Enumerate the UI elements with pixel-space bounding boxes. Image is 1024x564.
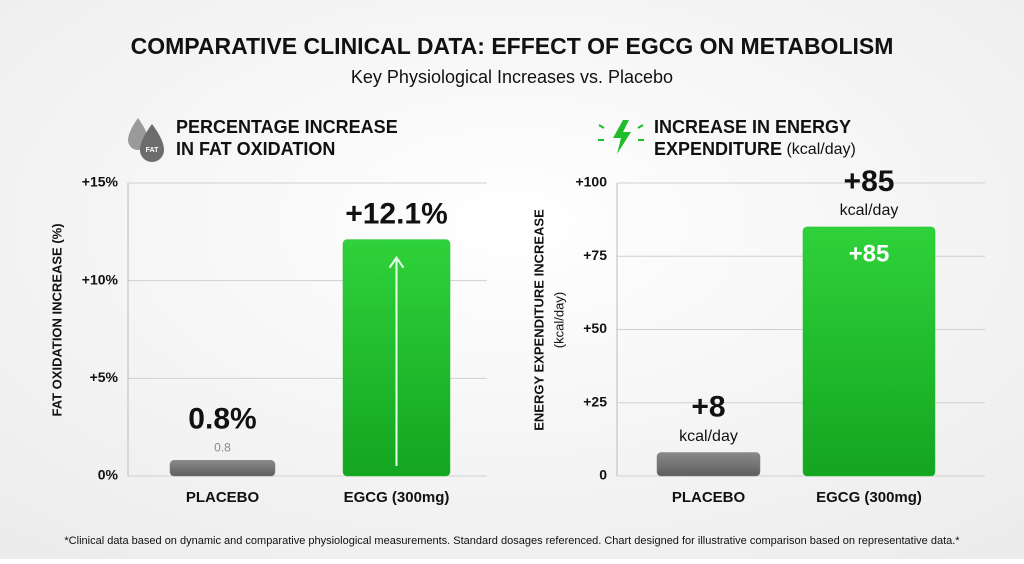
icon-label: FAT: [146, 147, 159, 154]
y-tick-label: +5%: [90, 369, 119, 385]
value-unit: kcal/day: [679, 428, 738, 445]
arrow-head: [388, 255, 405, 269]
y-axis-label: ENERGY EXPENDITURE INCREASE: [531, 209, 546, 431]
inner-value-label: 0.8: [214, 441, 231, 455]
y-tick-label: 0: [599, 467, 607, 483]
y-axis-label: FAT OXIDATION INCREASE (%): [49, 223, 64, 416]
y-tick-label: +50: [583, 320, 607, 336]
x-tick-label: PLACEBO: [672, 489, 746, 506]
y-tick-label: +75: [583, 247, 607, 263]
chart-title-line: PERCENTAGE INCREASE: [176, 117, 398, 137]
chart-title-line: IN FAT OXIDATION: [176, 139, 335, 159]
y-tick-label: 0%: [98, 467, 119, 483]
chart-title-unit: (kcal/day): [782, 141, 856, 158]
chart-title: PERCENTAGE INCREASE IN FAT OXIDATION: [176, 117, 398, 159]
bar: [656, 452, 761, 477]
y-tick-label: +10%: [82, 271, 119, 287]
value-unit: kcal/day: [840, 202, 899, 219]
x-tick-label: PLACEBO: [186, 489, 260, 506]
y-tick-label: +25: [583, 393, 607, 409]
x-tick-label: EGCG (300mg): [344, 489, 450, 506]
chart-title: INCREASE IN ENERGY EXPENDITURE (kcal/day): [654, 117, 856, 159]
value-label: +12.1%: [345, 198, 448, 231]
y-tick-label: +15%: [82, 174, 119, 190]
subtitle: Key Physiological Increases vs. Placebo: [351, 67, 673, 87]
fat-icon: FAT: [128, 118, 164, 162]
bar: [802, 226, 936, 477]
x-tick-label: EGCG (300mg): [816, 489, 922, 506]
bar: [169, 460, 276, 477]
footnote: *Clinical data based on dynamic and comp…: [64, 535, 960, 547]
y-tick-label: +100: [575, 174, 607, 190]
chart-title-line: INCREASE IN ENERGY: [654, 117, 851, 137]
energy-icon: [598, 120, 644, 154]
value-label: +8: [691, 390, 725, 423]
value-label: +85: [844, 165, 895, 198]
value-label: 0.8%: [188, 402, 256, 435]
y-axis-label-unit: (kcal/day): [551, 292, 566, 348]
chart-title-line: EXPENDITURE: [654, 139, 782, 159]
title: COMPARATIVE CLINICAL DATA: EFFECT OF EGC…: [131, 33, 894, 59]
inner-value-label: +85: [849, 240, 890, 267]
